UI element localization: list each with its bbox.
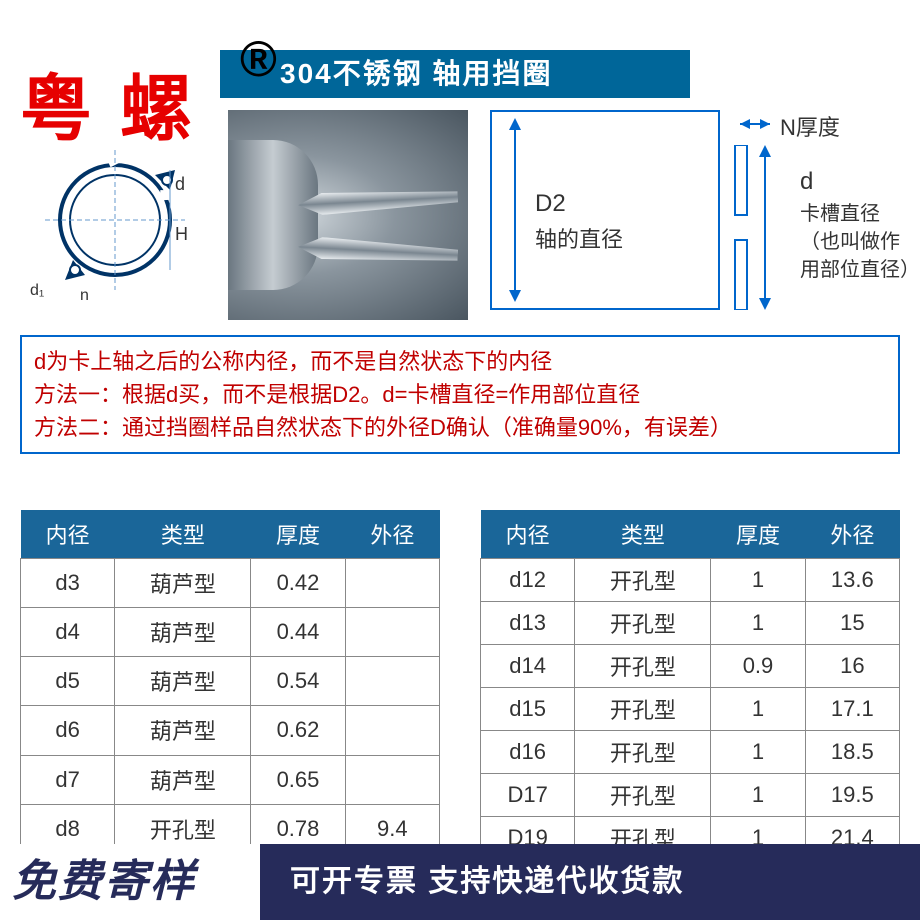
table-cell: d6 — [21, 706, 115, 755]
table-cell: 1 — [711, 559, 805, 602]
table-cell: 葫芦型 — [115, 657, 251, 706]
svg-text:n: n — [80, 287, 89, 304]
table-cell: d4 — [21, 608, 115, 657]
d2-label: D2 — [535, 190, 566, 218]
table-row: d7葫芦型0.65 — [21, 755, 440, 804]
table-row: d15开孔型117.1 — [481, 688, 900, 731]
table-cell: 0.42 — [251, 559, 345, 608]
table-header: 内径 — [481, 510, 575, 559]
brand-logo: 粤 螺 — [20, 50, 196, 155]
clip-diagram: d H d₁ n — [25, 140, 225, 310]
table-cell: d16 — [481, 731, 575, 774]
table-cell: d5 — [21, 657, 115, 706]
table-header: 外径 — [805, 510, 899, 559]
table-cell: 0.9 — [711, 645, 805, 688]
table-cell: 1 — [711, 602, 805, 645]
table-row: d12开孔型113.6 — [481, 559, 900, 602]
table-row: d6葫芦型0.62 — [21, 706, 440, 755]
footer-banner: 免费寄样 可开专票 支持快递代收货款 — [0, 844, 920, 920]
table-row: d13开孔型115 — [481, 602, 900, 645]
table-cell: 1 — [711, 774, 805, 817]
table-header: 内径 — [21, 510, 115, 559]
table-header: 外径 — [345, 510, 439, 559]
d2-arrow — [505, 118, 525, 302]
table-cell: D17 — [481, 774, 575, 817]
footer-left-text: 免费寄样 — [0, 844, 260, 920]
table-cell: 19.5 — [805, 774, 899, 817]
table-cell — [345, 559, 439, 608]
registered-mark: ® — [240, 30, 277, 88]
table-row: D17开孔型119.5 — [481, 774, 900, 817]
table-cell: 18.5 — [805, 731, 899, 774]
slot-diagram — [730, 145, 780, 310]
note-line-2: 方法一：根据d买，而不是根据D2。d=卡槽直径=作用部位直径 — [34, 378, 886, 411]
table-cell — [345, 657, 439, 706]
table-cell: 0.54 — [251, 657, 345, 706]
svg-text:H: H — [175, 224, 188, 244]
svg-text:d: d — [175, 174, 185, 194]
table-cell: 开孔型 — [575, 645, 711, 688]
note-line-3: 方法二：通过挡圈样品自然状态下的外径D确认（准确量90%，有误差） — [34, 411, 886, 444]
table-cell: 0.65 — [251, 755, 345, 804]
table-cell: 13.6 — [805, 559, 899, 602]
table-cell: 开孔型 — [575, 559, 711, 602]
slot-d-label: d — [800, 168, 813, 196]
table-cell: 0.62 — [251, 706, 345, 755]
table-cell: 1 — [711, 688, 805, 731]
slot-description: 卡槽直径（也叫做作用部位直径） — [800, 200, 918, 284]
table-cell: d3 — [21, 559, 115, 608]
table-cell: d7 — [21, 755, 115, 804]
table-cell: d14 — [481, 645, 575, 688]
table-cell: d13 — [481, 602, 575, 645]
table-cell: 葫芦型 — [115, 559, 251, 608]
table-cell — [345, 755, 439, 804]
n-bracket — [740, 112, 780, 137]
table-cell: 开孔型 — [575, 688, 711, 731]
table-cell: 开孔型 — [575, 774, 711, 817]
note-line-1: d为卡上轴之后的公称内径，而不是自然状态下的内径 — [34, 345, 886, 378]
table-cell — [345, 608, 439, 657]
table-cell: 16 — [805, 645, 899, 688]
table-cell: 17.1 — [805, 688, 899, 731]
table-row: d16开孔型118.5 — [481, 731, 900, 774]
product-photo — [228, 110, 468, 320]
table-cell — [345, 706, 439, 755]
table-cell: 葫芦型 — [115, 755, 251, 804]
svg-text:d₁: d₁ — [30, 282, 44, 299]
table-cell: 15 — [805, 602, 899, 645]
table-cell: d15 — [481, 688, 575, 731]
table-row: d4葫芦型0.44 — [21, 608, 440, 657]
table-header: 类型 — [115, 510, 251, 559]
table-row: d5葫芦型0.54 — [21, 657, 440, 706]
table-header: 厚度 — [711, 510, 805, 559]
table-cell: 1 — [711, 731, 805, 774]
table-cell: 开孔型 — [575, 731, 711, 774]
title-bar: 304不锈钢 轴用挡圈 — [220, 50, 690, 98]
instruction-box: d为卡上轴之后的公称内径，而不是自然状态下的内径 方法一：根据d买，而不是根据D… — [20, 335, 900, 454]
table-cell: 0.44 — [251, 608, 345, 657]
table-cell: d12 — [481, 559, 575, 602]
d2-sublabel: 轴的直径 — [535, 222, 623, 254]
table-header: 厚度 — [251, 510, 345, 559]
table-row: d14开孔型0.916 — [481, 645, 900, 688]
table-cell: 开孔型 — [575, 602, 711, 645]
table-cell: 葫芦型 — [115, 608, 251, 657]
n-thickness-label: N厚度 — [780, 110, 840, 142]
footer-right-text: 可开专票 支持快递代收货款 — [260, 844, 920, 920]
table-header: 类型 — [575, 510, 711, 559]
table-row: d3葫芦型0.42 — [21, 559, 440, 608]
table-cell: 葫芦型 — [115, 706, 251, 755]
